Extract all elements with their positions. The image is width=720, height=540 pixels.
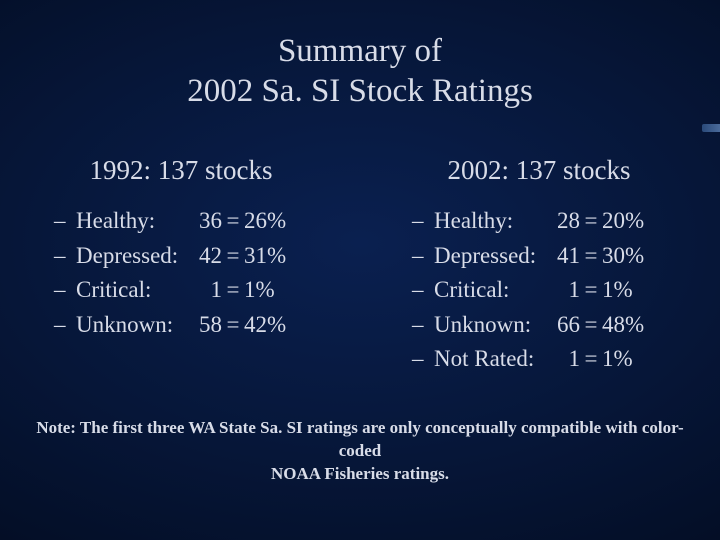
eq-sign: =	[580, 204, 602, 239]
item-count: 1	[188, 273, 222, 308]
item-label: Critical:	[76, 273, 188, 308]
item-label: Healthy:	[434, 204, 546, 239]
columns-container: 1992: 137 stocks – Healthy: 36 = 26% – D…	[0, 155, 720, 377]
item-label: Not Rated:	[434, 342, 546, 377]
item-count: 28	[546, 204, 580, 239]
eq-sign: =	[580, 273, 602, 308]
year-header-2002: 2002: 137 stocks	[394, 155, 684, 186]
eq-sign: =	[222, 273, 244, 308]
item-count: 66	[546, 308, 580, 343]
bullet-dash: –	[54, 308, 76, 343]
item-label: Healthy:	[76, 204, 188, 239]
bullet-dash: –	[54, 204, 76, 239]
column-1992: 1992: 137 stocks – Healthy: 36 = 26% – D…	[36, 155, 326, 377]
item-pct: 30%	[602, 239, 656, 274]
list-item: – Critical: 1 = 1%	[36, 273, 326, 308]
footnote: Note: The first three WA State Sa. SI ra…	[0, 417, 720, 486]
list-item: – Unknown: 66 = 48%	[394, 308, 684, 343]
item-count: 1	[546, 273, 580, 308]
list-item: – Healthy: 36 = 26%	[36, 204, 326, 239]
eq-sign: =	[222, 239, 244, 274]
bullet-dash: –	[412, 273, 434, 308]
item-pct: 1%	[602, 342, 656, 377]
bullet-dash: –	[412, 239, 434, 274]
bullet-dash: –	[412, 342, 434, 377]
bullet-dash: –	[412, 308, 434, 343]
title-line-1: Summary of	[0, 32, 720, 72]
eq-sign: =	[580, 342, 602, 377]
item-pct: 48%	[602, 308, 656, 343]
item-label: Depressed:	[76, 239, 188, 274]
item-pct: 1%	[602, 273, 656, 308]
item-count: 42	[188, 239, 222, 274]
list-item: – Not Rated: 1 = 1%	[394, 342, 684, 377]
bullet-dash: –	[412, 204, 434, 239]
footnote-line-2: NOAA Fisheries ratings.	[271, 464, 449, 483]
eq-sign: =	[222, 204, 244, 239]
list-item: – Unknown: 58 = 42%	[36, 308, 326, 343]
item-count: 41	[546, 239, 580, 274]
item-label: Depressed:	[434, 239, 546, 274]
list-item: – Critical: 1 = 1%	[394, 273, 684, 308]
list-item: – Healthy: 28 = 20%	[394, 204, 684, 239]
eq-sign: =	[580, 308, 602, 343]
item-label: Unknown:	[434, 308, 546, 343]
item-pct: 20%	[602, 204, 656, 239]
item-label: Critical:	[434, 273, 546, 308]
item-pct: 31%	[244, 239, 298, 274]
footnote-line-1: Note: The first three WA State Sa. SI ra…	[36, 418, 683, 460]
list-item: – Depressed: 42 = 31%	[36, 239, 326, 274]
item-label: Unknown:	[76, 308, 188, 343]
item-count: 1	[546, 342, 580, 377]
title-line-2: 2002 Sa. SI Stock Ratings	[0, 72, 720, 112]
eq-sign: =	[222, 308, 244, 343]
item-count: 36	[188, 204, 222, 239]
slide-title: Summary of 2002 Sa. SI Stock Ratings	[0, 0, 720, 111]
item-pct: 26%	[244, 204, 298, 239]
bullet-dash: –	[54, 273, 76, 308]
eq-sign: =	[580, 239, 602, 274]
column-2002: 2002: 137 stocks – Healthy: 28 = 20% – D…	[394, 155, 684, 377]
item-count: 58	[188, 308, 222, 343]
item-pct: 42%	[244, 308, 298, 343]
item-pct: 1%	[244, 273, 298, 308]
bullet-dash: –	[54, 239, 76, 274]
year-header-1992: 1992: 137 stocks	[36, 155, 326, 186]
list-item: – Depressed: 41 = 30%	[394, 239, 684, 274]
accent-bar	[702, 124, 720, 132]
